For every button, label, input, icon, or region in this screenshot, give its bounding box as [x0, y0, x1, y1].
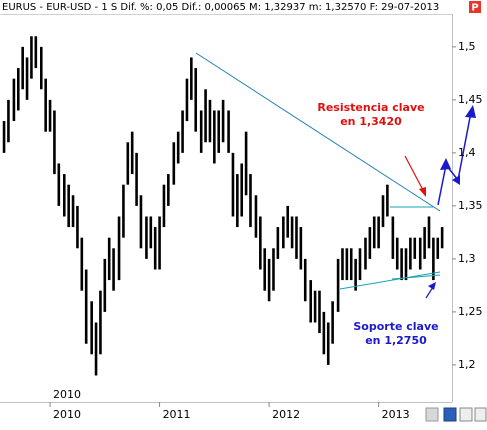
x-tick-label: 2010 — [53, 408, 81, 421]
save-icon[interactable] — [443, 407, 457, 422]
projection-head-3 — [465, 105, 476, 118]
header-text: EURUS - EUR-USD - 1 S Dif. %: 0,05 Dif.:… — [2, 2, 439, 13]
resistance-trendline — [195, 52, 441, 212]
y-tick-label: 1,35 — [458, 199, 483, 212]
bars — [2, 36, 444, 376]
annotation: en 1,2750 — [365, 334, 427, 347]
support-arrow — [425, 286, 434, 299]
annotation: en 1,3420 — [340, 115, 402, 128]
x-tick-label: 2012 — [272, 408, 300, 421]
header-badge-box — [469, 1, 481, 13]
y-tick-label: 1,3 — [458, 252, 476, 265]
y-tick-label: 1,45 — [458, 93, 483, 106]
y-tick-label: 1,25 — [458, 305, 483, 318]
period-label: 2010 — [53, 388, 81, 401]
x-tick-label: 2013 — [382, 408, 410, 421]
support-level — [391, 274, 441, 280]
resistance-arrow — [404, 155, 425, 193]
support-trendline — [339, 271, 441, 290]
annotation: Soporte clave — [353, 320, 438, 333]
projection-arrow — [437, 111, 472, 206]
y-tick-label: 1,5 — [458, 40, 476, 53]
header-bar — [0, 0, 487, 14]
y-tick-label: 1,4 — [458, 146, 476, 159]
annotation: Resistencia clave — [317, 101, 424, 114]
toolbar-icon[interactable] — [459, 407, 473, 422]
toolbar-icon[interactable] — [474, 407, 487, 422]
projection-head-1 — [440, 158, 451, 170]
header-badge: P — [471, 3, 478, 14]
x-tick-label: 2011 — [163, 408, 191, 421]
toolbar-icon[interactable] — [425, 407, 439, 422]
projection-head-2 — [452, 175, 460, 185]
resistance-arrowhead — [419, 187, 426, 197]
y-tick-label: 1,2 — [458, 358, 476, 371]
support-arrowhead — [428, 282, 436, 290]
